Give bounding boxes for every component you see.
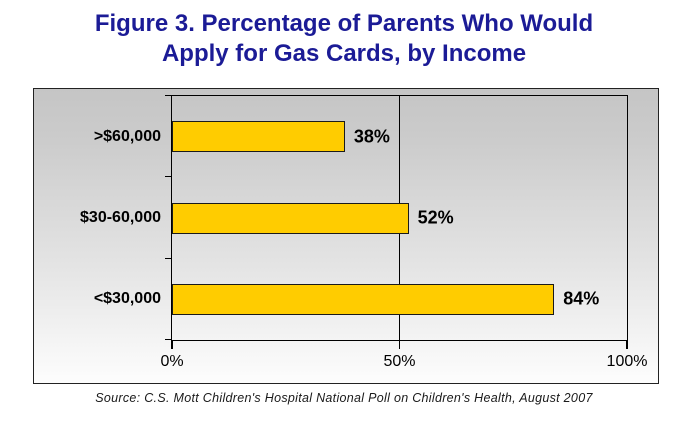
- category-label: >$60,000: [93, 127, 161, 145]
- x-axis-tick-label: 50%: [383, 353, 416, 370]
- chart-title-line2: Apply for Gas Cards, by Income: [161, 40, 527, 67]
- y-axis-tick: [165, 95, 171, 96]
- bar-3: [172, 283, 555, 315]
- category-label: <$30,000: [93, 290, 161, 308]
- category-label: $30-60,000: [80, 209, 161, 226]
- y-axis-tick: [165, 339, 171, 340]
- bar-value-label: 84%: [563, 288, 600, 309]
- x-axis-tick: [398, 341, 400, 349]
- y-axis-tick: [165, 257, 171, 259]
- chart-area: 38% 52% 84% >$60,000 $30-60,000 <$30,000 0% 5…: [33, 88, 659, 384]
- x-axis-tick: [171, 341, 173, 349]
- y-axis-tick: [165, 176, 171, 178]
- source-note: Source: C.S. Mott Children's Hospital Na…: [95, 391, 593, 405]
- bar-value-label: 52%: [417, 207, 454, 228]
- bar-1: [172, 121, 345, 153]
- x-axis-tick-label: 100%: [606, 353, 648, 370]
- bar-value-label: 38%: [353, 126, 390, 147]
- chart-title: Figure 3. Percentage of Parents Who Woul…: [0, 9, 688, 69]
- plot-area: 38% 52% 84%: [171, 95, 628, 341]
- x-axis-tick-label: 0%: [160, 353, 184, 370]
- x-axis-tick: [626, 341, 628, 349]
- chart-title-line1: Figure 3. Percentage of Parents Who Woul…: [94, 10, 594, 37]
- bar-2: [172, 202, 409, 234]
